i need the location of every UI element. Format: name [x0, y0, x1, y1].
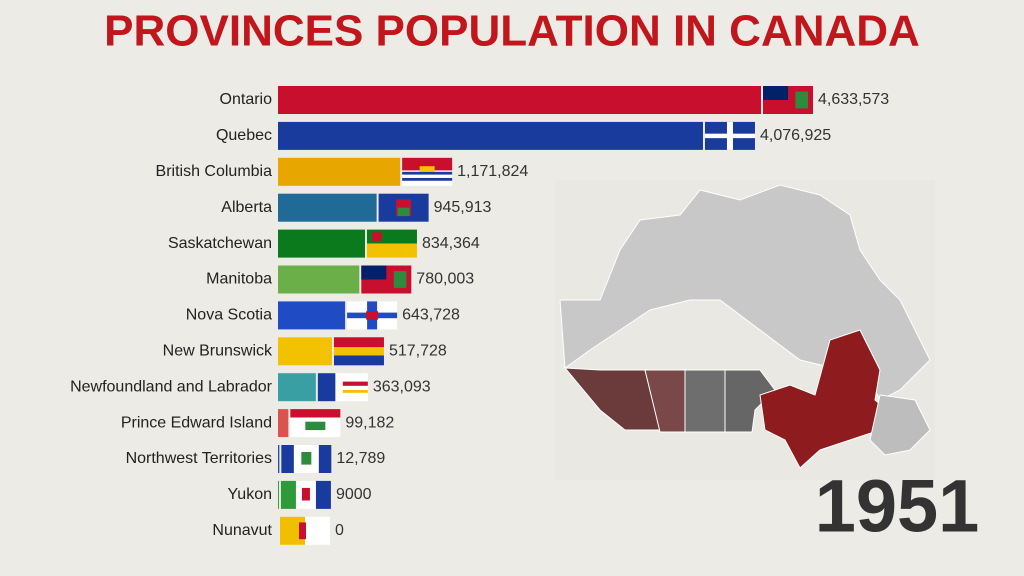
value-label: 517,728	[389, 343, 447, 360]
flag-part	[704, 133, 755, 139]
flag	[347, 301, 398, 330]
flag	[361, 265, 412, 294]
flag	[290, 409, 341, 438]
flag	[704, 121, 755, 150]
category-label: Prince Edward Island	[121, 414, 272, 431]
flag	[333, 337, 384, 366]
flag-part	[419, 166, 435, 172]
flag-part	[333, 337, 384, 348]
flag-part	[763, 86, 788, 100]
flag-part	[301, 452, 312, 465]
value-label: 9000	[336, 486, 372, 503]
category-label: Yukon	[228, 486, 272, 503]
flag-part	[318, 445, 332, 473]
flag-part	[402, 177, 453, 181]
value-label: 780,003	[416, 271, 474, 288]
bar	[278, 121, 703, 150]
value-label: 99,182	[345, 414, 394, 431]
category-label: Newfoundland and Labrador	[70, 378, 273, 395]
flag-part	[402, 171, 453, 175]
flag-part	[366, 243, 417, 258]
flag-part	[342, 381, 368, 386]
flag	[366, 229, 417, 258]
value-label: 4,633,573	[818, 91, 889, 108]
category-label: Manitoba	[206, 271, 272, 288]
value-label: 363,093	[373, 378, 431, 395]
bar	[278, 86, 761, 114]
flag-part	[361, 265, 387, 280]
bar	[278, 265, 360, 294]
category-label: Alberta	[221, 199, 272, 216]
flag-part	[281, 445, 294, 473]
flag-part	[342, 390, 368, 393]
value-label: 834,364	[422, 235, 480, 252]
canada-map	[559, 184, 931, 469]
value-label: 643,728	[402, 307, 460, 324]
category-label: New Brunswick	[163, 343, 273, 360]
value-label: 0	[335, 522, 344, 539]
year-label: 1951	[815, 465, 980, 548]
flag	[402, 157, 453, 186]
category-label: Ontario	[220, 91, 273, 108]
flag-part	[305, 421, 326, 431]
bar	[278, 337, 332, 366]
category-label: Quebec	[216, 127, 272, 144]
bar	[278, 229, 365, 258]
value-label: 12,789	[336, 450, 385, 467]
bar	[278, 445, 280, 473]
flag-part	[371, 232, 382, 241]
flag-part	[301, 487, 310, 501]
bar	[278, 193, 377, 222]
bar	[278, 480, 279, 509]
flag-part	[366, 311, 379, 320]
category-label: Saskatchewan	[168, 235, 272, 252]
flag-part	[315, 480, 331, 509]
bar	[278, 409, 289, 438]
chart-title: PROVINCES POPULATION IN CANADA	[104, 7, 920, 56]
value-label: 4,076,925	[760, 127, 831, 144]
flag-part	[317, 373, 336, 402]
flag	[763, 86, 813, 114]
flag	[317, 373, 368, 402]
flag	[280, 516, 330, 545]
flag-part	[397, 207, 410, 217]
flag-part	[280, 480, 296, 509]
value-label: 945,913	[434, 199, 492, 216]
flag-part	[290, 409, 341, 418]
category-label: British Columbia	[156, 163, 273, 180]
category-label: Nova Scotia	[186, 307, 272, 324]
category-label: Northwest Territories	[126, 450, 272, 467]
flag-part	[299, 522, 306, 540]
flag-part	[393, 271, 407, 288]
flag	[280, 480, 331, 509]
flag-part	[795, 91, 808, 109]
flag	[378, 193, 429, 222]
bar	[278, 301, 346, 330]
value-label: 1,171,824	[457, 163, 528, 180]
flag-part	[402, 157, 453, 171]
flag-part	[333, 355, 384, 366]
bar	[278, 157, 401, 186]
category-label: Nunavut	[212, 522, 272, 539]
flag	[281, 445, 332, 473]
bar	[278, 373, 316, 402]
